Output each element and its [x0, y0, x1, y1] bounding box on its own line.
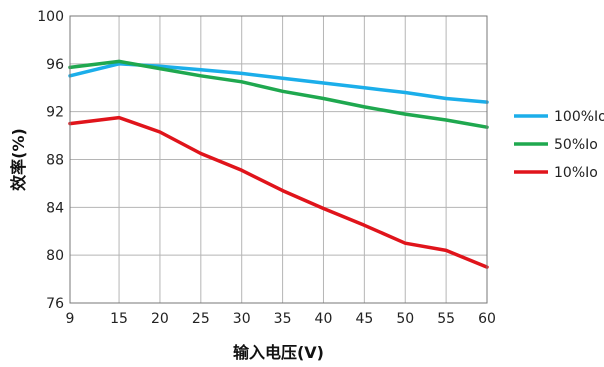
- grid: [69, 15, 488, 304]
- y-tick-label: 80: [46, 248, 64, 264]
- y-tick-label: 88: [46, 153, 64, 169]
- x-tick-label: 25: [192, 311, 210, 327]
- y-tick-label: 76: [46, 296, 64, 312]
- tick-labels: 9 15 20 25 30 35 40 45 50 55 60 76 80 84 88 92 96 100: [37, 9, 496, 327]
- plot-frame: [69, 15, 488, 304]
- x-tick-label: 40: [315, 311, 333, 327]
- x-tick-label: 20: [151, 311, 169, 327]
- legend: 100%Io 50%Io 10%Io: [514, 109, 604, 181]
- series-lines: [68, 59, 489, 269]
- x-tick-label: 15: [110, 311, 128, 327]
- y-axis-title: 效率(%): [9, 128, 28, 191]
- x-tick-label: 60: [478, 311, 496, 327]
- series-line-10%Io: [68, 115, 489, 269]
- series-line-100%Io: [68, 62, 489, 104]
- x-tick-label: 30: [233, 311, 251, 327]
- y-tick-label: 96: [46, 57, 64, 73]
- y-tick-label: 92: [46, 105, 64, 121]
- y-tick-label: 84: [46, 200, 64, 216]
- x-tick-label: 35: [274, 311, 292, 327]
- x-tick-label: 55: [437, 311, 455, 327]
- legend-label: 50%Io: [554, 137, 598, 153]
- x-tick-label: 9: [66, 311, 75, 327]
- x-axis-title: 输入电压(V): [233, 343, 324, 362]
- x-tick-label: 50: [396, 311, 414, 327]
- legend-label: 100%Io: [554, 109, 604, 125]
- y-tick-label: 100: [37, 9, 64, 25]
- legend-label: 10%Io: [554, 165, 598, 181]
- series-line-50%Io: [68, 59, 489, 129]
- x-tick-label: 45: [355, 311, 373, 327]
